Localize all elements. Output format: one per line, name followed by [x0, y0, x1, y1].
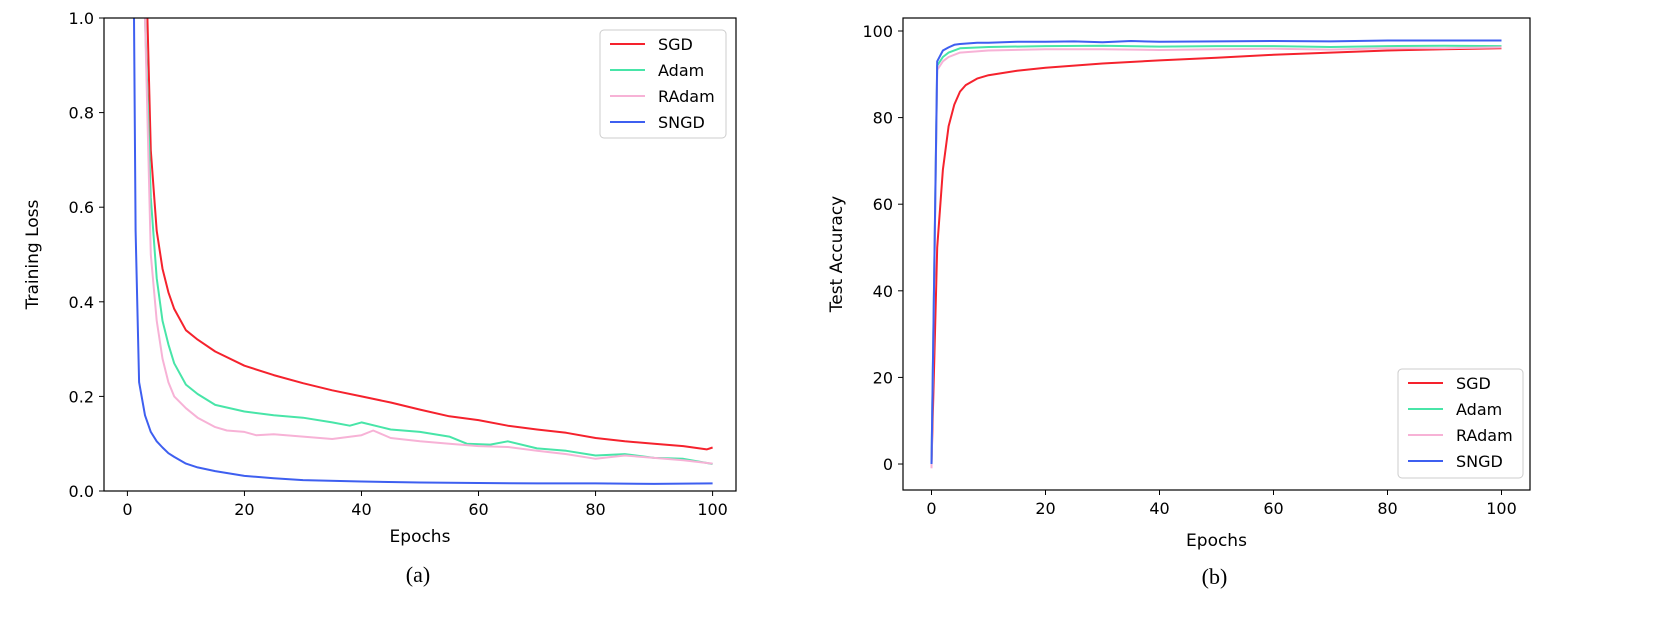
y-tick-label: 0.2: [69, 387, 94, 406]
x-axis-label: Epochs: [1186, 531, 1247, 551]
y-axis-label: Training Loss: [23, 199, 43, 310]
y-tick-label: 0.6: [69, 198, 94, 217]
y-tick-label: 100: [862, 22, 893, 41]
x-tick-label: 40: [1149, 499, 1169, 518]
test-accuracy-chart: 0 20 40 60 80 100 0 20 40 60 80 100 Epochs Test Accur…: [827, 17, 1531, 589]
legend-label-sngd: SNGD: [1456, 452, 1503, 471]
x-tick-label: 0: [926, 499, 936, 518]
series-line-radam: [930, 46, 1502, 469]
legend-box: [1397, 368, 1524, 479]
x-tick-label: 80: [585, 500, 605, 519]
panel-caption: (a): [406, 562, 430, 587]
series-line-sgd: [146, 18, 713, 451]
y-tick-label: 0: [883, 455, 893, 474]
series-lines: [133, 18, 713, 485]
y-tick-label: 20: [873, 368, 893, 387]
series-lines: [930, 39, 1502, 469]
legend-label-sgd: SGD: [1456, 374, 1491, 393]
x-tick-label: 40: [351, 500, 371, 519]
series-line-adam: [930, 44, 1502, 465]
x-tick-label: 100: [1486, 499, 1517, 518]
legend-label-radam: RAdam: [658, 87, 715, 106]
y-tick-label: 0.4: [69, 293, 94, 312]
x-tick-label: 20: [234, 500, 254, 519]
legend-label-adam: Adam: [658, 61, 704, 80]
x-axis-label: Epochs: [390, 527, 451, 547]
y-tick-label: 80: [873, 109, 893, 128]
x-tick-label: 60: [1263, 499, 1283, 518]
legend-label-radam: RAdam: [1456, 426, 1513, 445]
y-tick-label: 0.8: [69, 104, 94, 123]
legend: SGD Adam RAdam SNGD: [599, 29, 727, 139]
y-tick-label: 60: [873, 195, 893, 214]
y-axis-label: Test Accuracy: [827, 196, 847, 314]
x-tick-label: 80: [1377, 499, 1397, 518]
series-line-sngd: [930, 39, 1502, 465]
y-tick-label: 0.0: [69, 482, 94, 501]
legend-label-sngd: SNGD: [658, 113, 705, 132]
legend-box: [599, 29, 727, 139]
training-loss-chart: 0 20 40 60 80 100 0.0 0.2 0.4 0.6 0.8 1.0 Epochs Trai…: [23, 9, 737, 587]
panel-caption: (b): [1202, 564, 1228, 589]
series-line-adam: [144, 18, 713, 465]
y-tick-label: 40: [873, 282, 893, 301]
y-tick-label: 1.0: [69, 9, 94, 28]
series-line-radam: [144, 18, 713, 465]
plot-frame: [902, 17, 1531, 491]
x-tick-label: 20: [1035, 499, 1055, 518]
x-tick-label: 60: [468, 500, 488, 519]
legend: SGD Adam RAdam SNGD: [1397, 368, 1524, 479]
legend-label-sgd: SGD: [658, 35, 693, 54]
x-tick-label: 100: [697, 500, 728, 519]
series-line-sngd: [133, 18, 713, 485]
series-line-sgd: [930, 47, 1502, 465]
x-tick-label: 0: [122, 500, 132, 519]
plot-frame: [103, 17, 737, 492]
legend-label-adam: Adam: [1456, 400, 1502, 419]
